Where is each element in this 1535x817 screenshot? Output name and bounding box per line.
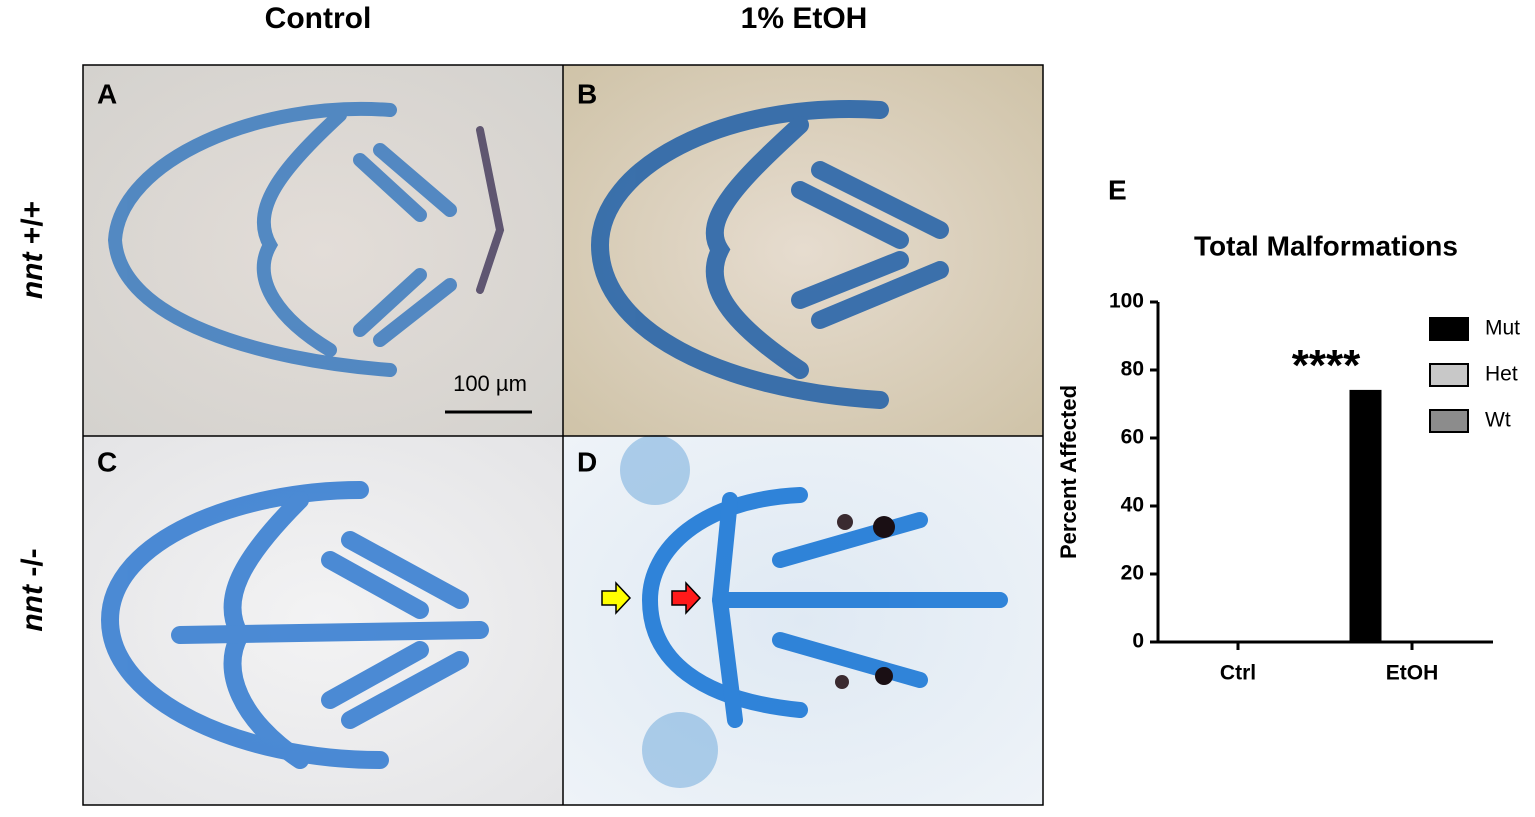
- panel-letter: E: [1108, 174, 1127, 205]
- panel-a: 100 µm: [83, 65, 563, 436]
- panel-d: [563, 435, 1043, 805]
- arrow-yellow: [601, 581, 632, 615]
- genotype: +/+: [16, 201, 49, 244]
- column-label: Control: [265, 2, 372, 35]
- chart-title: Total Malformations: [1194, 230, 1458, 261]
- y-tick-label: 20: [1121, 562, 1144, 585]
- panel-b: [563, 65, 1043, 436]
- y-tick-label: 100: [1109, 290, 1144, 313]
- row-label: nnt +/+: [16, 201, 49, 299]
- arrow-red: [671, 581, 702, 615]
- gene: nnt: [16, 583, 49, 632]
- x-tick-label: Ctrl: [1220, 662, 1256, 685]
- legend-label: Het: [1485, 363, 1518, 386]
- legend-label: Wt: [1485, 409, 1511, 432]
- gene: nnt: [16, 251, 49, 300]
- panel-borders: [82, 64, 1044, 806]
- legend-swatch: [1429, 363, 1469, 387]
- genotype: -/-: [16, 548, 49, 576]
- panel-c: [83, 436, 563, 805]
- y-tick-label: 40: [1121, 494, 1144, 517]
- y-axis-label: Percent Affected: [1056, 385, 1081, 559]
- significance-annotation: ****: [1292, 341, 1361, 390]
- bar: [1349, 389, 1382, 643]
- y-tick-label: 0: [1132, 630, 1144, 653]
- x-tick-label: EtOH: [1386, 662, 1439, 685]
- panel-letter: B: [577, 78, 597, 109]
- column-label: 1% EtOH: [741, 2, 868, 35]
- row-label: nnt -/-: [16, 548, 49, 631]
- legend-swatch: [1429, 409, 1469, 433]
- legend-label: Mut: [1485, 317, 1520, 340]
- panel-letter: A: [97, 78, 117, 109]
- legend-swatch: [1429, 317, 1469, 341]
- scale-bar-label: 100 µm: [453, 371, 527, 396]
- y-tick-label: 60: [1121, 426, 1144, 449]
- y-tick-label: 80: [1121, 358, 1144, 381]
- panel-letter: C: [97, 446, 117, 477]
- panel-letter: D: [577, 446, 597, 477]
